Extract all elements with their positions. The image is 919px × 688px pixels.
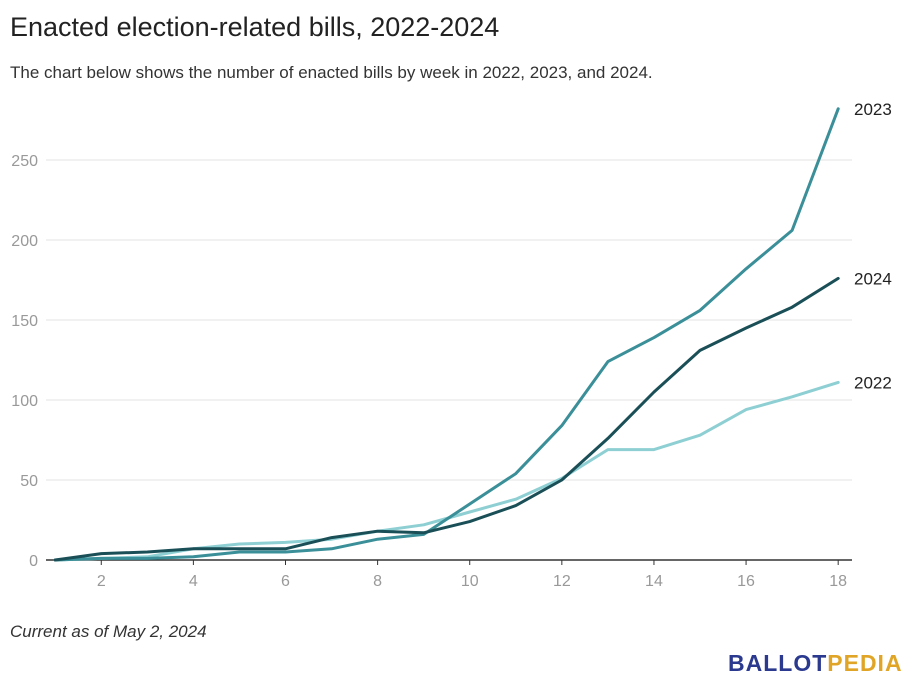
gridlines: [46, 159, 852, 561]
series-line-2024: [53, 276, 840, 562]
series-labels: 2022 2023 2024: [854, 100, 892, 393]
series-lines: [53, 107, 840, 562]
chart-subtitle: The chart below shows the number of enac…: [10, 63, 653, 82]
y-tick-label: 100: [11, 393, 38, 410]
series-line-2022: [53, 380, 840, 562]
x-tick-label: 16: [737, 573, 755, 590]
series-line-2023: [53, 107, 840, 562]
series-label-2024: 2024: [854, 269, 892, 288]
y-axis-ticks: 0 50 100 150 200 250: [11, 153, 38, 570]
y-tick-label: 150: [11, 313, 38, 330]
x-tick-label: 10: [461, 573, 479, 590]
series-label-2022: 2022: [854, 373, 892, 392]
y-tick-label: 250: [11, 153, 38, 170]
x-tick-label: 8: [373, 573, 382, 590]
series-label-2023: 2023: [854, 100, 892, 119]
x-axis-ticks: 2 4 6 8 10 12 14 16 18: [97, 560, 847, 590]
x-tick-label: 6: [281, 573, 290, 590]
logo-ballot-text: BALLOT: [728, 650, 828, 676]
x-tick-label: 4: [189, 573, 198, 590]
y-tick-label: 200: [11, 233, 38, 250]
y-tick-label: 50: [20, 473, 38, 490]
x-tick-label: 18: [829, 573, 847, 590]
logo-pedia-text: PEDIA: [827, 650, 903, 676]
ballotpedia-logo[interactable]: BALLOTPEDIA: [728, 650, 903, 677]
x-tick-label: 2: [97, 573, 106, 590]
y-tick-label: 0: [29, 553, 38, 570]
chart-title: Enacted election-related bills, 2022-202…: [10, 12, 500, 42]
current-as-of-note: Current as of May 2, 2024: [10, 622, 207, 641]
x-tick-label: 12: [553, 573, 571, 590]
x-tick-label: 14: [645, 573, 663, 590]
